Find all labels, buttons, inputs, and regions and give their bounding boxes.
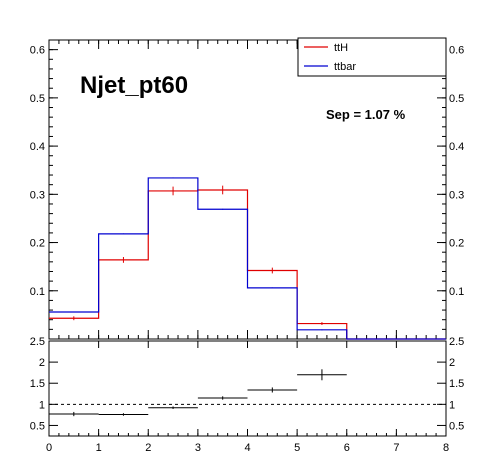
legend-label-ttbar: ttbar: [334, 61, 356, 73]
ratio-point: [197, 396, 248, 400]
y-tick-label-right: 0.5: [449, 93, 464, 105]
ratio-y-tick-label-right: 1: [449, 399, 455, 411]
ratio-y-tick-label-left: 1: [39, 399, 45, 411]
y-tick-label-right: 0.6: [449, 45, 464, 57]
x-tick-label: 4: [244, 442, 250, 454]
y-tick-label-right: 0.1: [449, 286, 464, 298]
ratio-point: [297, 369, 347, 381]
y-tick-label-left: 0.6: [30, 45, 45, 57]
ratio-point: [49, 411, 99, 417]
x-tick-label: 7: [393, 442, 399, 454]
separation-annotation: Sep = 1.07 %: [326, 107, 406, 122]
ratio-point: [148, 406, 198, 409]
ratio-y-tick-label-right: 2.5: [449, 336, 464, 348]
x-tick-label: 0: [46, 442, 52, 454]
ratio-point: [98, 413, 149, 416]
ratio-y-tick-label-left: 2: [39, 357, 45, 369]
legend-box: [297, 37, 447, 77]
y-tick-label-left: 0.1: [30, 286, 45, 298]
ratio-ticks: 0.5 0.5 1 1 1.5 1.5 2 2 2.5 2.5 0 1 2 3 4 5 6 7 8: [30, 336, 465, 454]
histograms: [49, 177, 446, 340]
ratio-points: [49, 369, 446, 417]
ratio-y-tick-label-left: 1.5: [30, 378, 45, 390]
x-tick-label: 6: [344, 442, 350, 454]
histogram-outline-ttbar: [49, 177, 446, 340]
x-tick-label: 8: [443, 442, 449, 454]
y-tick-label-right: 0.2: [449, 238, 464, 250]
ratio-y-tick-label-right: 0.5: [449, 420, 464, 432]
y-tick-label-right: 0.4: [449, 141, 464, 153]
ratio-y-tick-label-right: 1.5: [449, 378, 464, 390]
ratio-point: [247, 387, 298, 393]
chart-title: Njet_pt60: [80, 72, 188, 99]
ratio-y-tick-label-left: 2.5: [30, 336, 45, 348]
ratio-y-tick-label-right: 2: [449, 357, 455, 369]
y-tick-label-left: 0.2: [30, 238, 45, 250]
y-tick-label-right: 0.3: [449, 189, 464, 201]
x-tick-label: 2: [145, 442, 151, 454]
y-tick-label-left: 0.4: [30, 141, 45, 153]
ratio-y-tick-label-left: 0.5: [30, 420, 45, 432]
x-tick-label: 5: [294, 442, 300, 454]
histogram-ttbar: [49, 177, 446, 340]
x-tick-label: 3: [195, 442, 201, 454]
y-tick-label-left: 0.3: [30, 189, 45, 201]
x-tick-label: 1: [96, 442, 102, 454]
main-ticks: 0.1 0.1 0.2 0.2 0.3 0.3 0.4 0.4 0.5 0.5 0.6 0.6: [30, 40, 464, 339]
legend-label-tth: ttH: [334, 42, 348, 54]
legend: ttH ttbar: [297, 37, 447, 77]
y-tick-label-left: 0.5: [30, 93, 45, 105]
